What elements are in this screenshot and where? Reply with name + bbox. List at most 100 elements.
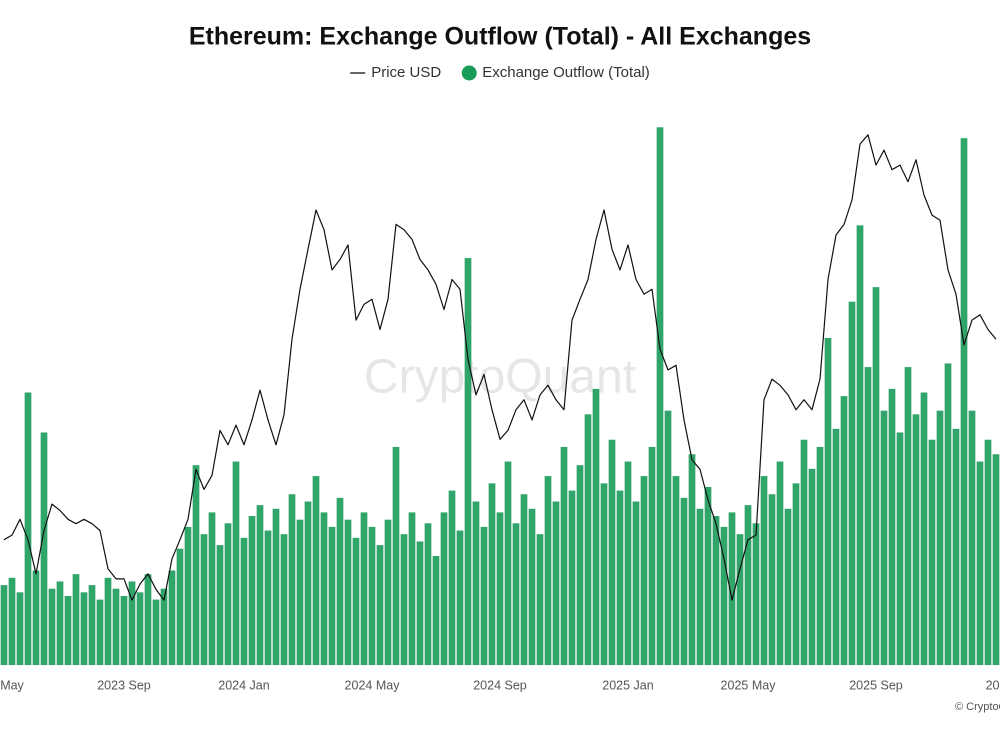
price-line: [3, 134, 997, 601]
x-tick-label: 2025 Sep: [849, 678, 903, 692]
x-tick-label: 2024 Sep: [473, 678, 527, 692]
outflow-bar: [784, 508, 792, 665]
outflow-bar: [200, 534, 208, 665]
outflow-bar: [568, 490, 576, 665]
outflow-bar: [960, 138, 968, 665]
outflow-bar: [64, 595, 72, 665]
outflow-bar: [80, 592, 88, 665]
outflow-bar: [184, 526, 192, 665]
outflow-bar: [744, 505, 752, 665]
outflow-bar: [944, 363, 952, 665]
outflow-bar: [192, 465, 200, 665]
outflow-bar: [864, 367, 872, 665]
outflow-bar: [536, 534, 544, 665]
outflow-bar: [552, 501, 560, 665]
outflow-bar: [856, 225, 864, 665]
outflow-bar: [104, 577, 112, 665]
outflow-bar: [48, 588, 56, 665]
lines: [3, 134, 997, 601]
watermark: CryptoQuant: [364, 351, 636, 404]
outflow-bar: [632, 501, 640, 665]
outflow-bar: [544, 476, 552, 665]
x-tick-label: 2023 Sep: [97, 678, 151, 692]
outflow-bar: [872, 287, 880, 665]
outflow-bar: [616, 490, 624, 665]
outflow-bar: [848, 301, 856, 665]
outflow-bar: [328, 526, 336, 665]
outflow-bar: [920, 392, 928, 665]
outflow-bar: [824, 338, 832, 665]
outflow-bar: [8, 577, 16, 665]
legend: Price USD Exchange Outflow (Total): [350, 64, 650, 81]
outflow-bar: [928, 439, 936, 665]
outflow-bar: [232, 461, 240, 665]
outflow-bar: [992, 454, 1000, 665]
outflow-bar: [152, 599, 160, 665]
outflow-bar: [72, 574, 80, 665]
outflow-bar: [40, 432, 48, 665]
outflow-bar: [592, 388, 600, 665]
outflow-bar: [648, 447, 656, 665]
outflow-bar: [720, 526, 728, 665]
outflow-bar: [32, 570, 40, 665]
outflow-bar: [736, 534, 744, 665]
outflow-bar: [712, 516, 720, 665]
x-tick-label: 2025 May: [721, 678, 777, 692]
outflow-bar: [288, 494, 296, 665]
outflow-bar: [504, 461, 512, 665]
outflow-bar: [464, 258, 472, 665]
outflow-bar: [312, 476, 320, 665]
outflow-bar: [408, 512, 416, 665]
outflow-bar: [264, 530, 272, 665]
outflow-bar: [144, 574, 152, 665]
legend-dot: [461, 65, 477, 81]
outflow-bar: [448, 490, 456, 665]
outflow-bar: [672, 476, 680, 665]
outflow-bar: [840, 396, 848, 665]
outflow-bar: [480, 526, 488, 665]
outflow-bar: [952, 428, 960, 665]
outflow-bar: [360, 512, 368, 665]
outflow-bar: [600, 483, 608, 665]
outflow-bar: [128, 581, 136, 665]
outflow-bar: [624, 461, 632, 665]
outflow-bar: [968, 410, 976, 665]
outflow-bar: [800, 439, 808, 665]
outflow-bar: [560, 447, 568, 665]
outflow-bar: [832, 428, 840, 665]
outflow-bar: [272, 508, 280, 665]
outflow-bar: [520, 494, 528, 665]
outflow-bar: [160, 588, 168, 665]
outflow-bar: [352, 537, 360, 665]
x-tick-label: May: [0, 678, 24, 692]
outflow-bar: [664, 410, 672, 665]
outflow-bar: [120, 595, 128, 665]
bars: [0, 127, 1000, 666]
outflow-bar: [904, 367, 912, 665]
outflow-bar: [880, 410, 888, 665]
chart-title: Ethereum: Exchange Outflow (Total) - All…: [189, 23, 811, 51]
x-tick-label: 2025 Jan: [602, 678, 653, 692]
outflow-bar: [456, 530, 464, 665]
outflow-bar: [528, 508, 536, 665]
outflow-bar: [696, 508, 704, 665]
outflow-bar: [0, 585, 8, 665]
outflow-bar: [584, 414, 592, 665]
outflow-bar: [432, 556, 440, 665]
legend-label: Price USD: [371, 64, 441, 81]
outflow-bar: [344, 519, 352, 665]
outflow-bar: [216, 545, 224, 665]
outflow-bar: [656, 127, 664, 666]
outflow-bar: [640, 476, 648, 665]
outflow-bar: [424, 523, 432, 665]
outflow-bar: [176, 548, 184, 665]
outflow-bar: [888, 388, 896, 665]
outflow-bar: [400, 534, 408, 665]
outflow-bar: [704, 486, 712, 665]
outflow-bar: [512, 523, 520, 665]
outflow-bar: [488, 483, 496, 665]
outflow-bar: [376, 545, 384, 665]
outflow-bar: [984, 439, 992, 665]
